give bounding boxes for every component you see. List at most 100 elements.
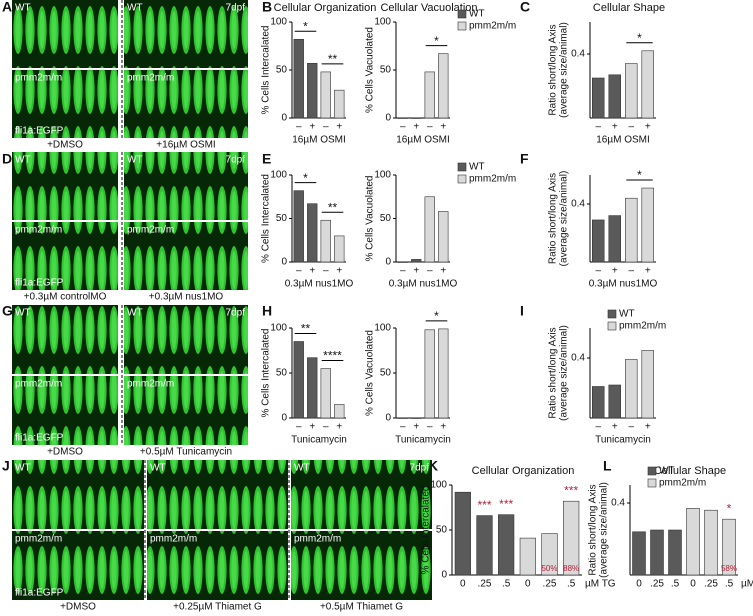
x-tick-label: – [595,266,601,277]
reporter-label: fli1a:EGFP [15,588,64,599]
bar-note: 50% [541,564,557,573]
micrograph [147,531,288,600]
y-axis-label: Ratio short/long Axis [548,173,559,264]
y-axis-label: (average size/animal) [559,22,570,118]
sig-mark: ** [301,322,311,336]
treatment-caption: +0.3µM controlMO [24,292,107,303]
bar [632,531,646,576]
x-axis-label: Tunicamycin [595,435,651,446]
x-tick-label: + [309,122,315,133]
x-tick-label: 0 [636,579,642,590]
y-axis-label: Ratio short/long Axis [548,24,559,115]
chart-title: Cellular Shape [654,465,726,477]
x-tick-label: – [296,422,302,433]
legend-label: WT [619,309,635,320]
wt-label: WT [127,155,143,166]
sig-mark: * [637,31,642,45]
y-tick-label: 100 [430,480,447,491]
x-tick-label: + [440,266,446,277]
legend-swatch [457,21,467,31]
x-tick-label: .5 [502,579,511,590]
x-axis-label: Tunicamycin [291,435,347,446]
y-axis-label: % Cells Intercalated [261,174,272,263]
bar [686,508,700,576]
bar [397,417,408,419]
sig-mark: * [434,34,439,48]
bar [625,359,638,419]
panel-letter: A [2,0,12,15]
micrograph [12,531,144,600]
y-tick-label: 0.4 [611,498,625,509]
y-tick-label: 50 [380,65,392,76]
mutant-label: pmm2m/m [127,73,174,84]
treatment-caption: +DMSO [47,447,83,458]
bar [438,328,449,419]
sig-mark: ** [328,52,338,66]
legend-label: WT [469,9,485,20]
micrograph [12,70,118,138]
x-tick-label: + [612,266,618,277]
legend-swatch [607,309,617,319]
y-axis-label: Ratio short/long Axis [548,327,559,418]
bar [320,71,331,119]
bar [424,196,435,263]
x-tick-label: – [427,122,433,133]
bar [411,417,422,419]
y-tick-label: 0 [281,257,287,268]
mutant-label: pmm2m/m [150,534,197,545]
x-unit: µM TG [585,579,616,590]
y-axis-label: % Cells Vacuolated [365,176,376,262]
bar [650,529,664,576]
sig-mark: ** [328,200,338,214]
micrograph [12,222,118,290]
age-label: 7dpf [226,308,246,319]
bar [608,384,621,419]
bar [334,404,345,419]
treatment-caption: +0.3µM nus1MO [149,292,224,303]
x-tick-label: .5 [567,579,576,590]
y-tick-label: 0 [281,113,287,124]
bar [334,235,345,263]
bar [668,529,682,576]
y-tick-label: 100 [374,323,391,334]
bar [320,368,331,419]
y-tick-label: 100 [374,170,391,181]
reporter-label: fli1a:EGFP [15,278,64,289]
legend-label: pmm2m/m [619,321,666,332]
y-tick-label: 0.4 [571,353,585,364]
chart-title: Cellular Shape [593,2,665,14]
bar [320,219,331,263]
y-tick-label: 0 [385,413,391,424]
mutant-label: pmm2m/m [127,225,174,236]
x-tick-label: + [336,266,342,277]
bar [625,197,638,263]
reporter-label: fli1a:EGFP [15,126,64,137]
reporter-label: fli1a:EGFP [15,433,64,444]
bar [592,219,605,263]
x-tick-label: + [413,122,419,133]
wt-label: WT [15,3,31,14]
bar [424,329,435,419]
sig-mark: *** [499,497,513,511]
y-axis-label: (average size/animal) [559,325,570,421]
bar-note: 88% [563,564,579,573]
wt-label: WT [127,308,143,319]
micrograph [147,460,288,529]
y-tick-label: 50 [276,65,288,76]
bar [454,491,471,576]
y-tick-label: 100 [270,170,287,181]
chart-title: Cellular Organization [274,2,377,14]
bar [592,77,605,119]
bar [424,71,435,119]
wt-label: WT [15,308,31,319]
micrograph [124,0,248,68]
sig-mark: * [303,19,308,33]
wt-label: WT [127,3,143,14]
legend-swatch [457,9,467,19]
x-tick-label: .5 [725,579,734,590]
x-tick-label: + [645,422,651,433]
chart-title: Cellular Organization [472,465,575,477]
bar [293,190,304,263]
x-tick-label: – [628,266,634,277]
micrograph [12,152,118,220]
